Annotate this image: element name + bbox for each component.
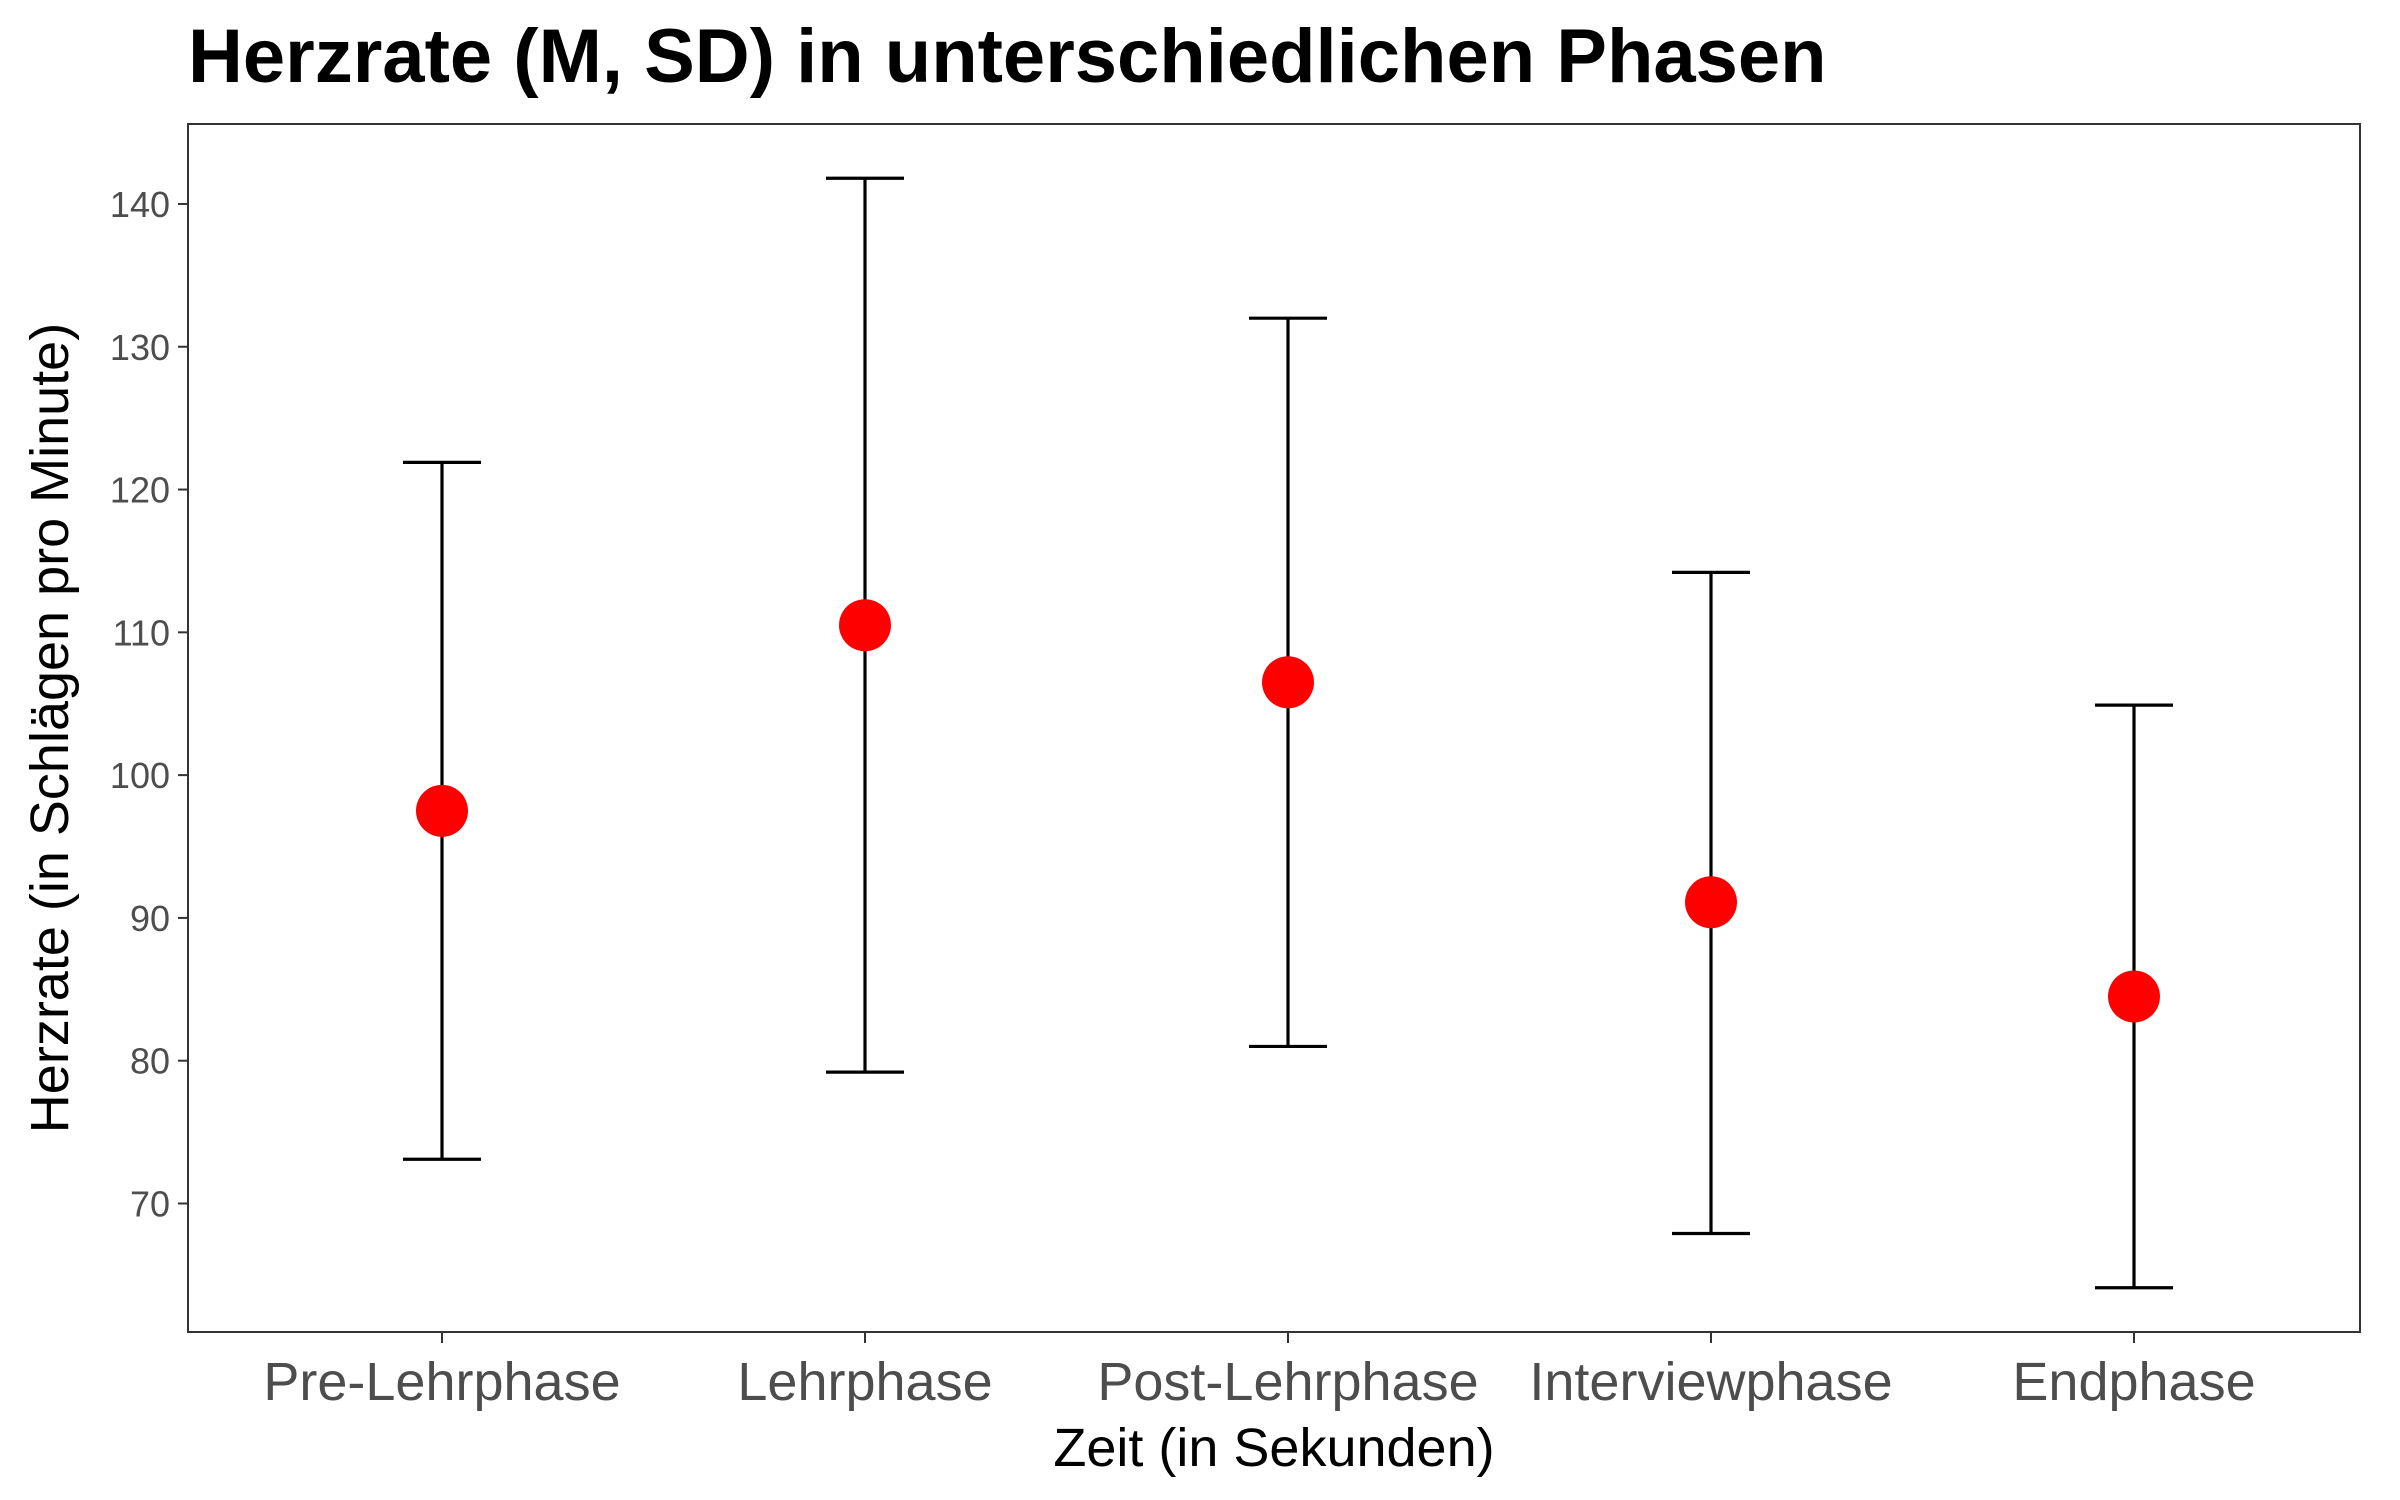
x-tick-label: Interviewphase xyxy=(1529,1352,1892,1412)
y-tick-label: 80 xyxy=(130,1041,170,1082)
y-tick-label: 140 xyxy=(110,184,170,225)
mean-points xyxy=(416,599,2160,1023)
mean-point xyxy=(1685,876,1737,929)
mean-point xyxy=(416,784,468,837)
x-tick-label: Post-Lehrphase xyxy=(1097,1352,1478,1412)
mean-point xyxy=(839,599,891,652)
y-tick-label: 90 xyxy=(130,898,170,939)
y-tick-label: 100 xyxy=(110,755,170,796)
y-tick-label: 70 xyxy=(130,1183,170,1224)
plot-panel xyxy=(187,123,2361,1333)
x-tick-label: Lehrphase xyxy=(737,1352,992,1412)
mean-point xyxy=(1262,656,1314,709)
mean-point xyxy=(2108,970,2160,1023)
chart-title: Herzrate (M, SD) in unterschiedlichen Ph… xyxy=(188,14,1827,99)
y-axis: 70 80 90 100 110 120 130 140 xyxy=(110,184,188,1224)
y-tick-label: 120 xyxy=(110,470,170,511)
x-tick-label: Endphase xyxy=(2012,1352,2255,1412)
y-axis-title: Herzrate (in Schlägen pro Minute) xyxy=(20,323,80,1133)
y-tick-label: 130 xyxy=(110,327,170,368)
x-tick-label: Pre-Lehrphase xyxy=(263,1352,620,1412)
x-axis-title: Zeit (in Sekunden) xyxy=(1053,1418,1494,1478)
x-axis: Pre-Lehrphase Lehrphase Post-Lehrphase Inte… xyxy=(263,1332,2256,1412)
y-tick-label: 110 xyxy=(113,612,170,653)
